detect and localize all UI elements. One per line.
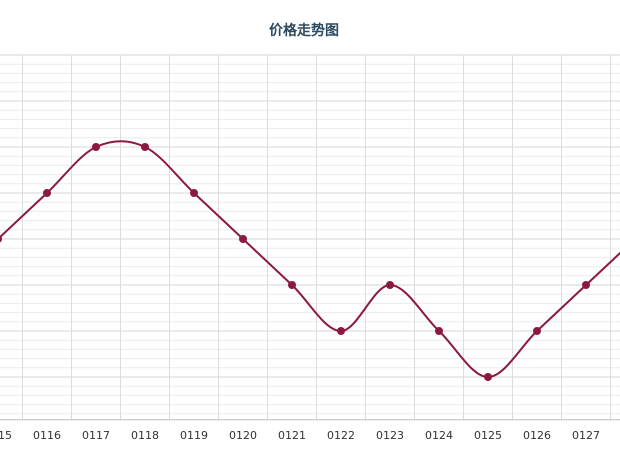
x-tick-label: 0125 <box>474 429 502 442</box>
point <box>190 189 198 197</box>
x-tick-label: 0118 <box>131 429 159 442</box>
point <box>288 281 296 289</box>
x-tick-label: 0123 <box>376 429 404 442</box>
point <box>337 327 345 335</box>
x-tick-label: 0119 <box>180 429 208 442</box>
point <box>239 235 247 243</box>
x-tick-label: 0122 <box>327 429 355 442</box>
point <box>386 281 394 289</box>
point <box>582 281 590 289</box>
point <box>43 189 51 197</box>
point <box>141 143 149 151</box>
x-tick-label: 0126 <box>523 429 551 442</box>
chart-title: 价格走势图 <box>269 22 339 39</box>
point <box>435 327 443 335</box>
x-tick-label: 0124 <box>425 429 453 442</box>
point <box>533 327 541 335</box>
point <box>484 373 492 381</box>
point <box>0 235 2 243</box>
line <box>0 140 620 379</box>
x-tick-label: 0116 <box>33 429 61 442</box>
x-tick-label: 0121 <box>278 429 306 442</box>
point <box>92 143 100 151</box>
x-tick-label: 0120 <box>229 429 257 442</box>
x-tick-label: 0117 <box>82 429 110 442</box>
x-tick-label: 0127 <box>572 429 600 442</box>
x-tick-label: 0115 <box>0 429 12 442</box>
